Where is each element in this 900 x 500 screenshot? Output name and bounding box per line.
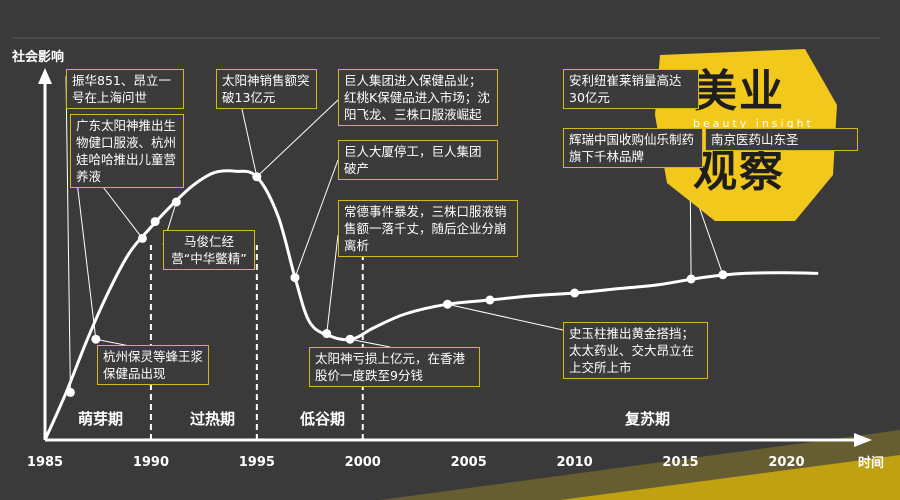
y-axis-title: 社会影响 [12, 50, 65, 65]
badge-tagline: beauty insight [693, 117, 814, 130]
data-point-10 [443, 299, 452, 309]
phase-dividers [149, 245, 364, 440]
badge-title-2: 观察 [693, 146, 785, 197]
connector-9 [349, 338, 391, 348]
x-axis-arrow [854, 433, 872, 447]
data-point-13 [686, 274, 696, 284]
phase-label-4: 复苏期 [625, 410, 671, 428]
annotation-4: 太阳神销售额突破13亿元 [216, 69, 317, 109]
data-point-11 [485, 295, 495, 305]
data-point-9 [345, 334, 355, 344]
annotation-9: 杭州保灵等蜂王浆保健品出现 [97, 345, 209, 385]
data-point-7 [290, 273, 300, 283]
connector-8 [326, 234, 339, 334]
connector-6 [256, 99, 339, 178]
annotation-13: 史玉柱推出黄金搭挡；太太药业、交大昂立在上交所上市 [563, 322, 708, 379]
annotation-6: 巨人大厦停工，巨人集团破产 [338, 140, 498, 180]
data-point-5 [171, 197, 181, 207]
bottom-wedge-dark [560, 455, 900, 500]
data-point-12 [570, 288, 580, 298]
annotation-2: 广东太阳神推出生物健口服液、杭州娃哈哈推出儿童营养液 [70, 114, 184, 188]
annotation-1: 振华851、昂立一号在上海问世 [66, 69, 184, 109]
data-point-3 [137, 233, 147, 243]
connector-7 [294, 159, 339, 278]
connector-5 [239, 99, 258, 177]
annotation-7: 常德事件暴发，三株口服液销售额一落千丈，随后企业分崩离析 [338, 200, 518, 257]
annotation-5: 巨人集团进入保健品业；红桃K保健品进入市场；沈阳飞龙、三株口服液崛起 [338, 69, 498, 126]
badge-title-1: 美业 [693, 66, 785, 117]
annotation-10: 安利纽崔莱销量高达30亿元 [563, 69, 699, 109]
x-tick-labels: 1985 1990 1995 2000 2005 2010 2015 2020 [27, 455, 805, 470]
annotation-12: 南京医药山东圣 [705, 128, 858, 151]
y-axis-arrow [38, 68, 52, 84]
data-point-6 [252, 172, 262, 182]
phase-label-2: 过热期 [190, 410, 236, 428]
x-tick-1990: 1990 [133, 455, 169, 470]
x-tick-2015: 2015 [662, 455, 698, 470]
data-point-4 [150, 217, 160, 227]
annotation-8: 太阳神亏损上亿元，在香港股价一度跌至9分钱 [309, 347, 480, 387]
x-tick-1985: 1985 [27, 455, 63, 470]
connector-13 [447, 303, 564, 331]
data-point-8 [322, 329, 332, 339]
annotation-3: 马俊仁经营“中华鳖精” [163, 230, 255, 270]
series-markers [65, 172, 728, 397]
x-tick-1995: 1995 [239, 455, 275, 470]
phase-label-1: 萌芽期 [78, 410, 124, 428]
data-point-14 [718, 270, 728, 280]
data-point-1 [65, 387, 75, 397]
data-point-2 [91, 334, 101, 344]
annotation-11: 辉瑞中国收购仙乐制药旗下千林品牌 [563, 128, 703, 168]
x-axis-title: 时间 [858, 456, 885, 471]
x-tick-2005: 2005 [451, 455, 487, 470]
connector-1 [65, 75, 71, 393]
x-tick-2000: 2000 [345, 455, 381, 470]
x-tick-2020: 2020 [768, 455, 804, 470]
phase-label-3: 低谷期 [300, 410, 346, 428]
x-tick-2010: 2010 [557, 455, 593, 470]
